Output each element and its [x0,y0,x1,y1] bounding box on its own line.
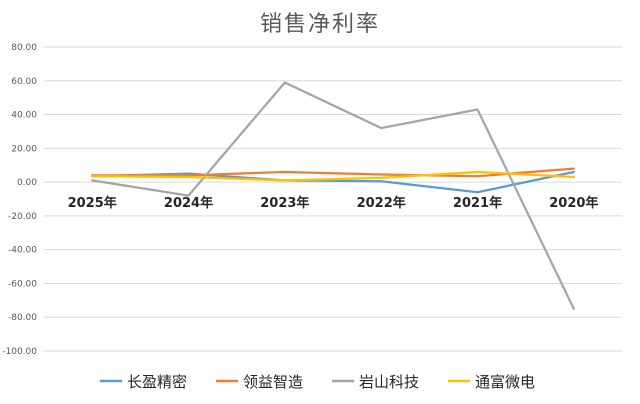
x-tick-label: 2021年 [453,195,502,211]
y-tick-label: 20.00 [11,144,37,154]
y-tick-label: -20.00 [8,212,37,222]
y-tick-label: -80.00 [8,313,37,323]
legend-label: 通富微电 [475,373,535,391]
series-line [91,170,575,182]
series-line [91,81,575,310]
y-tick-label: -40.00 [8,246,37,256]
x-tick-label: 2020年 [549,195,598,211]
series-line [91,170,575,194]
y-tick-label: -100.00 [2,347,37,357]
y-tick-label: -60.00 [8,279,37,289]
y-tick-label: 40.00 [11,111,37,121]
x-tick-label: 2022年 [357,195,406,211]
legend-label: 长盈精密 [127,373,187,391]
x-tick-label: 2024年 [164,195,213,211]
y-tick-label: 0.00 [17,178,37,188]
x-tick-label: 2025年 [68,195,117,211]
y-tick-label: 60.00 [11,77,37,87]
chart-title: 销售净利率 [259,12,380,37]
series-line [91,167,575,178]
legend-label: 岩山科技 [359,373,419,391]
y-tick-label: 80.00 [11,43,37,53]
legend-label: 领益智造 [243,373,303,391]
x-tick-label: 2023年 [260,195,309,211]
